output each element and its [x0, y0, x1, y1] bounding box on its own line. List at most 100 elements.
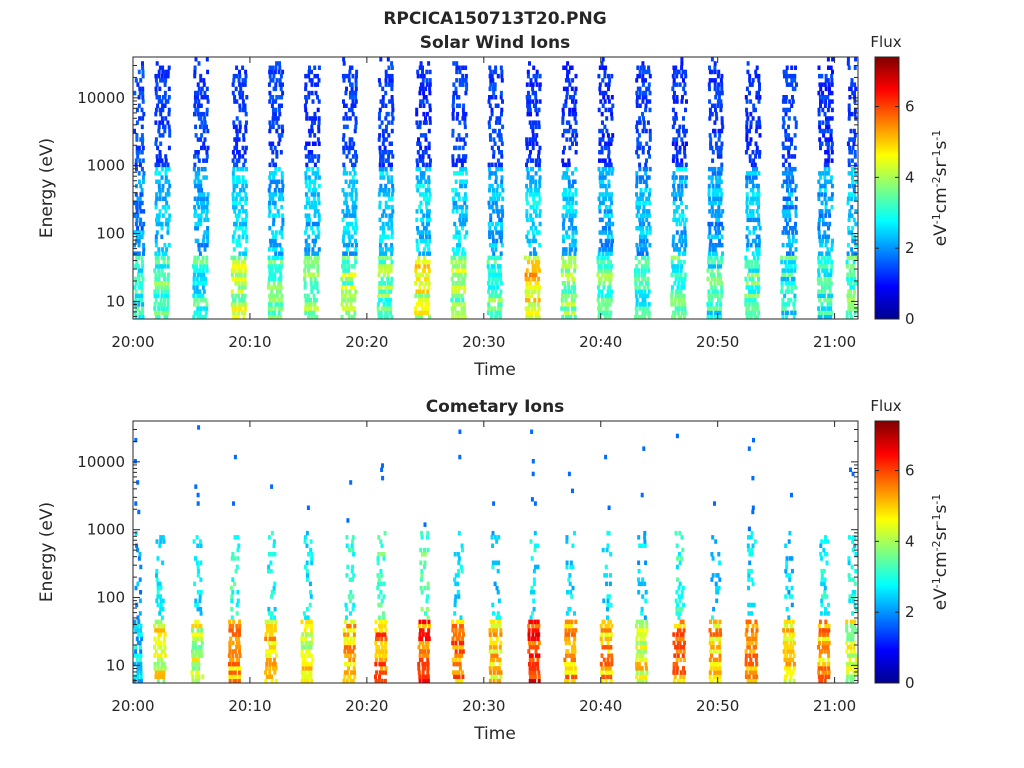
heatmap-cell	[306, 573, 309, 578]
panel-title: Cometary Ions	[426, 397, 565, 417]
heatmap-cell	[562, 238, 566, 244]
heatmap-cell	[378, 657, 382, 663]
heatmap-cell	[157, 171, 161, 176]
heatmap-cell	[134, 289, 138, 294]
heatmap-cell	[244, 124, 248, 130]
heatmap-cell	[604, 196, 608, 201]
heatmap-cell	[378, 188, 382, 193]
heatmap-cell	[343, 297, 347, 303]
heatmap-cell	[461, 276, 464, 282]
heatmap-cell	[232, 73, 236, 79]
heatmap-cell	[206, 200, 210, 206]
heatmap-cell	[455, 69, 459, 75]
heatmap-cell	[573, 107, 577, 113]
heatmap-cell	[199, 306, 203, 311]
heatmap-cell	[386, 221, 390, 227]
heatmap-cell	[426, 661, 430, 667]
heatmap-cell	[780, 259, 784, 265]
heatmap-cell	[710, 103, 714, 108]
heatmap-cell	[602, 310, 606, 315]
heatmap-cell	[499, 162, 503, 168]
heatmap-cell	[490, 111, 494, 117]
heatmap-cell	[497, 196, 500, 201]
heatmap-cell	[848, 183, 851, 189]
heatmap-cell	[683, 179, 687, 184]
heatmap-cell	[781, 310, 785, 315]
heatmap-cell	[271, 78, 275, 83]
heatmap-cell	[414, 310, 418, 315]
heatmap-cell	[269, 95, 273, 100]
heatmap-cell	[304, 192, 308, 197]
heatmap-cell	[675, 154, 679, 159]
heatmap-cell	[312, 196, 316, 201]
heatmap-cell	[425, 78, 429, 83]
heatmap-cell	[352, 183, 356, 189]
heatmap-cell	[380, 238, 384, 244]
heatmap-cell	[716, 281, 720, 286]
heatmap-cell	[708, 230, 712, 235]
heatmap-cell	[352, 179, 356, 184]
heatmap-cell	[243, 285, 247, 290]
heatmap-cell	[830, 82, 834, 87]
heatmap-cell	[233, 649, 237, 654]
heatmap-cell	[353, 200, 357, 206]
heatmap-cell	[273, 276, 277, 282]
heatmap-cell	[853, 65, 857, 70]
heatmap-cell	[205, 124, 208, 130]
heatmap-cell	[608, 78, 612, 83]
heatmap-cell	[749, 242, 753, 248]
heatmap-cell	[154, 251, 158, 256]
heatmap-cell	[538, 86, 542, 92]
heatmap-cell	[823, 259, 827, 265]
heatmap-cell	[415, 209, 419, 214]
heatmap-cell	[421, 217, 425, 223]
heatmap-cell	[822, 293, 826, 299]
heatmap-cell	[607, 154, 611, 159]
heatmap-cell	[351, 594, 355, 599]
heatmap-cell	[157, 272, 161, 277]
heatmap-cell	[374, 657, 378, 663]
heatmap-cell	[273, 264, 277, 269]
heatmap-cell	[781, 272, 785, 277]
heatmap-cell	[782, 120, 786, 125]
heatmap-cell	[788, 204, 792, 210]
heatmap-cell	[384, 251, 387, 256]
heatmap-cell	[351, 213, 355, 218]
heatmap-cell	[310, 90, 314, 96]
heatmap-cell	[790, 242, 794, 248]
heatmap-cell	[135, 623, 139, 629]
heatmap-cell	[419, 61, 423, 66]
heatmap-cell	[463, 285, 467, 290]
heatmap-cell	[134, 162, 138, 168]
heatmap-cell	[611, 238, 614, 244]
heatmap-cell	[196, 628, 200, 633]
heatmap-cell	[205, 154, 209, 159]
heatmap-cell	[231, 623, 235, 629]
heatmap-cell	[425, 82, 429, 87]
heatmap-cell	[495, 221, 498, 227]
heatmap-cell	[607, 73, 610, 79]
heatmap-cell	[825, 116, 828, 121]
heatmap-cell	[644, 310, 648, 315]
heatmap-cell	[672, 154, 676, 159]
heatmap-cell	[271, 213, 275, 218]
heatmap-cell	[199, 183, 203, 189]
heatmap-cell	[418, 297, 421, 303]
heatmap-cell	[427, 221, 430, 227]
heatmap-cell	[648, 128, 652, 134]
heatmap-cell	[345, 230, 348, 235]
heatmap-cell	[784, 217, 788, 223]
heatmap-cell	[194, 99, 198, 104]
heatmap-cell	[234, 568, 238, 574]
heatmap-cell	[721, 226, 725, 231]
heatmap-cell	[237, 302, 241, 307]
heatmap-cell	[528, 141, 532, 146]
heatmap-cell	[598, 230, 602, 235]
heatmap-cell	[683, 133, 687, 138]
heatmap-cell	[488, 124, 492, 130]
heatmap-cell	[604, 238, 608, 244]
heatmap-cell	[273, 636, 277, 641]
heatmap-cell	[678, 276, 681, 282]
heatmap-cell	[682, 116, 685, 121]
